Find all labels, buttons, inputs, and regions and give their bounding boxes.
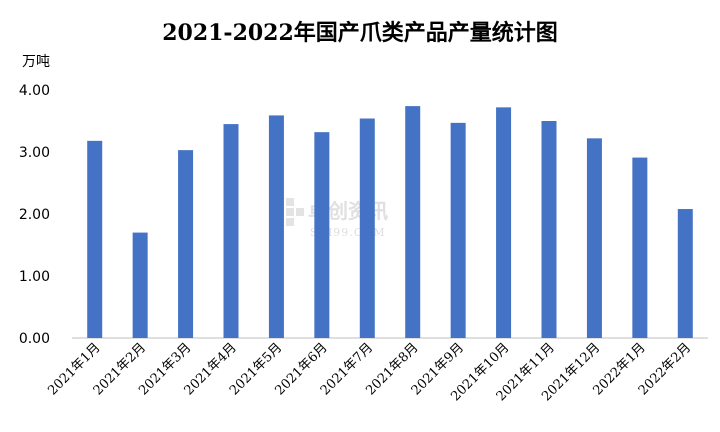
bar-series xyxy=(87,106,693,339)
x-axis: 2021年1月2021年2月2021年3月2021年4月2021年5月2021年… xyxy=(45,340,694,404)
bar xyxy=(178,150,194,338)
y-tick-label: 2.00 xyxy=(19,207,50,223)
y-axis: 0.00 1.00 2.00 3.00 4.00 xyxy=(19,83,50,347)
bar xyxy=(496,107,512,338)
y-tick-label: 0.00 xyxy=(19,331,50,347)
bar xyxy=(87,140,103,338)
y-tick-label: 1.00 xyxy=(19,269,50,285)
bar xyxy=(132,232,148,338)
y-tick-label: 4.00 xyxy=(19,83,50,99)
y-axis-unit-label: 万吨 xyxy=(22,54,50,70)
bar xyxy=(359,118,375,339)
bar xyxy=(632,157,648,338)
chart-title: 2021-2022年国产爪类产品产量统计图 xyxy=(162,20,558,46)
bar xyxy=(541,121,557,338)
bar xyxy=(314,132,330,338)
bar xyxy=(223,124,239,338)
bar xyxy=(450,122,466,338)
bar xyxy=(677,209,693,338)
bar xyxy=(586,138,602,338)
bar xyxy=(405,106,421,339)
y-tick-label: 3.00 xyxy=(19,145,50,161)
bar xyxy=(268,115,284,338)
